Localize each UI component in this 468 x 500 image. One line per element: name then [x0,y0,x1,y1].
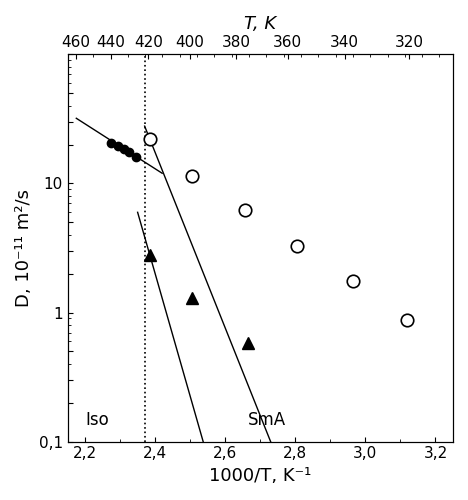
X-axis label: T, K: T, K [244,15,276,33]
Y-axis label: D, 10⁻¹¹ m²/s: D, 10⁻¹¹ m²/s [15,189,33,307]
X-axis label: 1000/T, K⁻¹: 1000/T, K⁻¹ [209,467,312,485]
Text: Iso: Iso [86,411,109,429]
Text: SmA: SmA [248,411,286,429]
